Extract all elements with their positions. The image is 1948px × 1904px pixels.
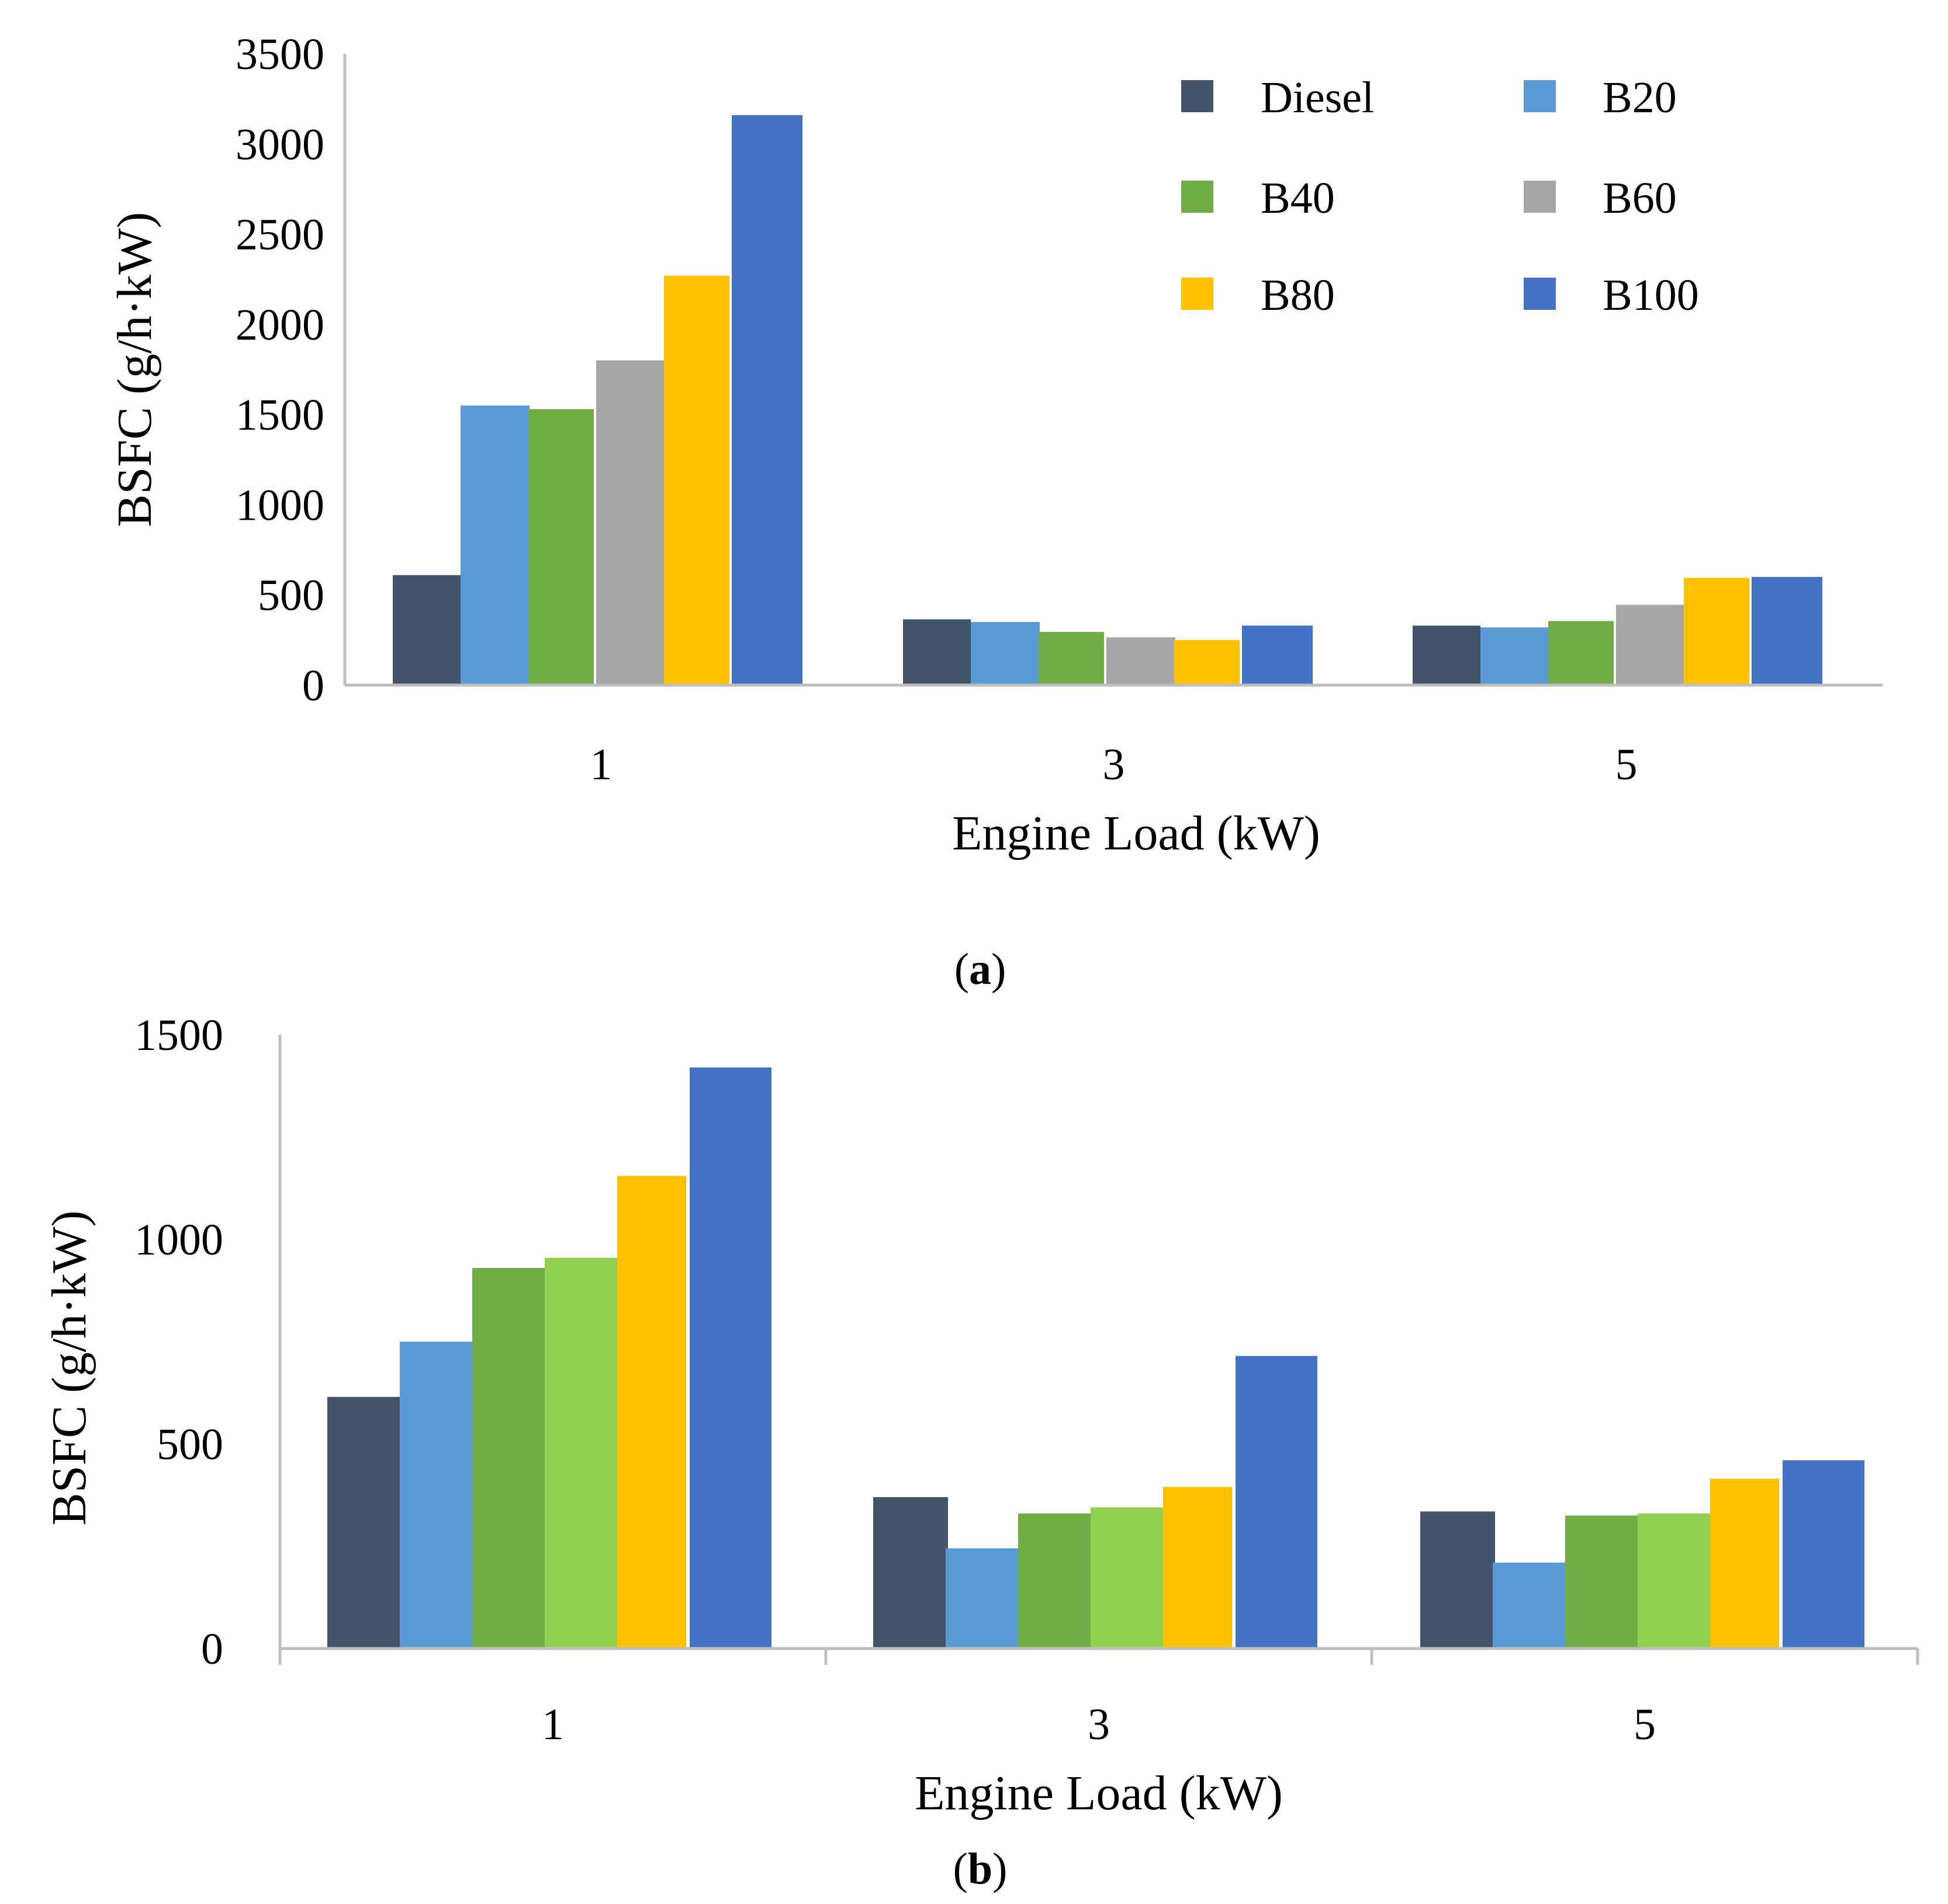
y-tick-label-a-1000: 1000 [236,481,324,530]
panel-a-caption-letter: a [969,945,991,994]
panel-b-x-tick-marks [278,1649,1919,1665]
bar-b-b80-load-1 [617,1176,686,1649]
bar-a-b100-load-3 [1242,626,1313,685]
legend-swatch-b20 [1524,80,1556,112]
legend-label-b20: B20 [1603,73,1677,122]
panel-b-caption-letter: b [968,1844,992,1893]
chart-panel-b: 0 500 1000 1500 1 3 5 BSFC (g/h·kW) Engine Lo… [42,1011,1919,1893]
bar-a-b60-load-3 [1106,637,1175,685]
bar-a-b40-load-1 [528,409,594,685]
panel-a-x-tick-labels: 1 3 5 [590,740,1638,789]
legend-swatch-diesel [1181,80,1213,112]
bar-a-b60-load-5 [1616,604,1685,685]
y-tick-label-a-2000: 2000 [236,300,324,350]
y-tick-label-a-500: 500 [258,571,324,620]
legend-item-b80: B80 [1181,271,1335,320]
x-tick-label-b-5: 5 [1634,1700,1656,1749]
bar-b-b60-load-1 [545,1257,617,1649]
bar-b-diesel-load-1 [327,1397,402,1649]
bar-a-b20-load-1 [461,405,530,685]
bar-a-b60-load-1 [596,360,665,685]
bar-b-b100-load-3 [1236,1356,1317,1649]
bar-a-b80-load-5 [1684,578,1749,685]
y-tick-label-b-1500: 1500 [134,1011,223,1060]
bar-b-b40-load-5 [1565,1515,1643,1649]
y-tick-label-a-2500: 2500 [236,210,324,260]
y-tick-label-a-1500: 1500 [236,391,324,440]
x-tick-label-a-3: 3 [1103,740,1125,789]
legend-item-b20: B20 [1524,73,1677,122]
panel-b-x-tick-labels: 1 3 5 [542,1700,1656,1749]
bar-a-b40-load-5 [1548,621,1614,685]
bar-a-b80-load-3 [1174,640,1240,685]
legend-label-b80: B80 [1261,271,1335,320]
panel-a-x-axis-title: Engine Load (kW) [952,806,1320,861]
legend-item-diesel: Diesel [1181,73,1374,122]
x-tick-label-b-3: 3 [1088,1700,1110,1749]
bar-a-diesel-load-3 [903,619,971,685]
bar-b-b100-load-1 [690,1067,771,1649]
bar-a-b80-load-1 [664,275,729,685]
legend-item-b100: B100 [1524,271,1699,320]
bar-a-b100-load-1 [732,115,802,685]
panel-b-y-axis-title: BSFC (g/h·kW) [42,1210,96,1525]
legend-item-b60: B60 [1524,174,1677,223]
legend-swatch-b80 [1181,278,1213,310]
bar-b-b20-load-5 [1493,1563,1565,1649]
x-tick-label-a-5: 5 [1615,740,1638,789]
bar-b-b20-load-3 [946,1548,1018,1649]
x-tick-label-a-1: 1 [590,740,613,789]
y-tick-label-b-500: 500 [157,1420,223,1469]
bar-a-diesel-load-1 [393,575,461,685]
legend: Diesel B20 B40 B60 B80 B100 [1181,73,1699,320]
bar-a-b40-load-3 [1039,631,1104,685]
bar-b-b80-load-5 [1710,1478,1779,1649]
legend-label-b40: B40 [1261,174,1335,223]
bar-b-b40-load-3 [1018,1513,1096,1649]
legend-label-b60: B60 [1603,174,1677,223]
legend-label-diesel: Diesel [1261,73,1374,122]
panel-a-bars [393,115,1822,685]
y-tick-label-a-0: 0 [302,661,324,710]
bar-b-b40-load-1 [472,1268,550,1649]
bar-b-b20-load-1 [400,1342,472,1649]
x-tick-label-b-1: 1 [542,1700,564,1749]
panel-b-caption: (b) [953,1844,1008,1893]
bar-b-b80-load-3 [1163,1487,1232,1649]
bar-a-b20-load-5 [1480,627,1549,685]
bar-b-diesel-load-3 [873,1497,948,1649]
y-tick-label-a-3500: 3500 [236,30,324,79]
bar-b-b100-load-5 [1783,1460,1864,1649]
bar-a-b20-load-3 [971,622,1040,685]
panel-a-y-axis-title: BSFC (g/h·kW) [108,212,162,527]
y-tick-label-b-1000: 1000 [134,1215,223,1264]
legend-swatch-b40 [1181,181,1213,213]
panel-b-y-tick-labels: 0 500 1000 1500 [134,1011,223,1674]
bar-b-b60-load-3 [1091,1507,1163,1649]
chart-panel-a: 0 500 1000 1500 2000 2500 3000 3500 1 3 5 BSFC (g… [108,30,1883,994]
panel-b-x-axis-title: Engine Load (kW) [915,1766,1283,1820]
panel-a-y-tick-labels: 0 500 1000 1500 2000 2500 3000 3500 [236,30,324,710]
bar-a-diesel-load-5 [1413,626,1480,685]
panel-b-bars [327,1067,1864,1649]
bar-a-b100-load-5 [1752,576,1822,685]
legend-label-b100: B100 [1603,271,1699,320]
bar-b-diesel-load-5 [1420,1511,1495,1649]
legend-item-b40: B40 [1181,174,1335,223]
legend-swatch-b60 [1524,181,1556,213]
legend-swatch-b100 [1524,278,1556,310]
y-tick-label-b-0: 0 [201,1625,223,1674]
y-tick-label-a-3000: 3000 [236,120,324,169]
panel-a-caption: (a) [954,945,1006,994]
bar-b-b60-load-5 [1638,1513,1710,1649]
